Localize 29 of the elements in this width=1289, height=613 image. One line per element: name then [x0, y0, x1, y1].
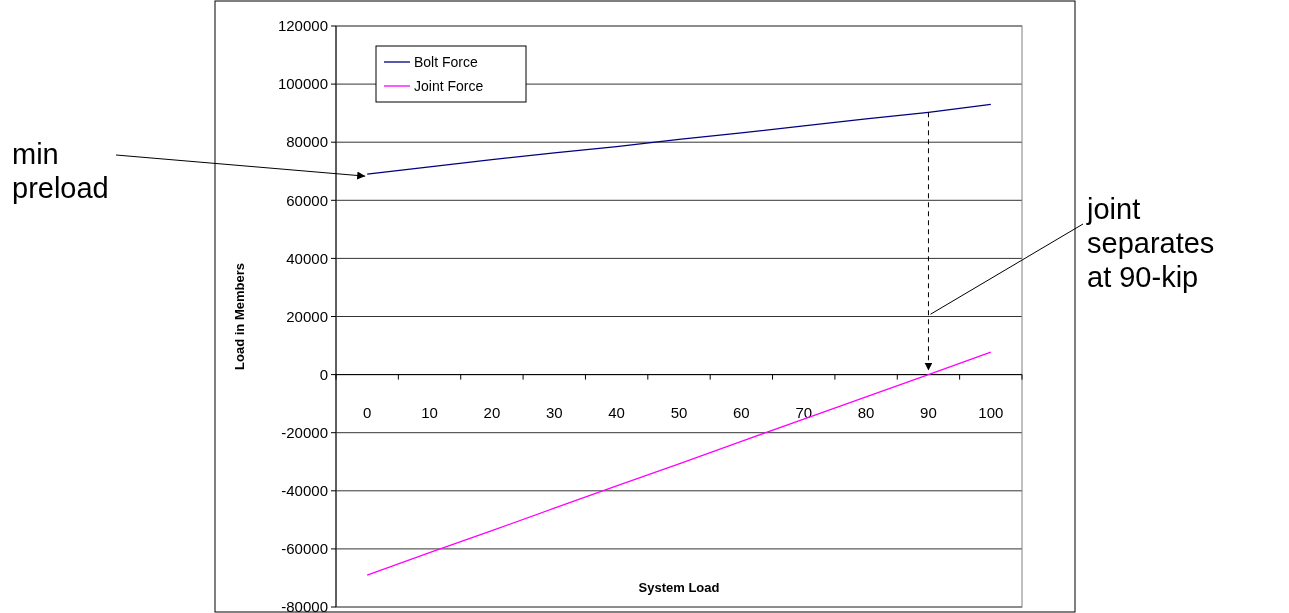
x-tick-label: 10: [421, 403, 438, 421]
y-axis-title: Load in Members: [232, 263, 247, 370]
x-axis-title: System Load: [638, 580, 720, 595]
x-tick-label: 50: [670, 403, 688, 421]
x-tick-label: 40: [608, 403, 625, 421]
y-tick-label: 20000: [286, 307, 328, 325]
annotation: min preload: [12, 138, 109, 204]
x-tick-label: 80: [857, 403, 875, 421]
x-tick-label: 30: [545, 403, 563, 421]
y-tick-label: 100000: [277, 75, 328, 93]
line-series: [366, 103, 992, 175]
x-tick-label: 70: [795, 403, 813, 421]
x-tick-label: 90: [920, 403, 937, 421]
y-tick-label: -60000: [281, 540, 328, 558]
y-tick-label: 40000: [286, 249, 328, 267]
text: joint separates at 90-kip: [1086, 193, 1215, 293]
legend-label: Bolt Force: [414, 53, 479, 70]
y-tick-label: 60000: [286, 191, 328, 209]
x-tick-label: 60: [733, 403, 750, 421]
y-tick-label: -20000: [281, 423, 328, 441]
x-tick-label: 20: [483, 403, 501, 421]
x-tick-label: 0: [363, 403, 372, 421]
y-tick-label: 0: [319, 365, 328, 383]
y-tick-label: -80000: [281, 598, 328, 613]
y-tick-label: 120000: [277, 17, 328, 35]
x-tick-label: 100: [978, 403, 1004, 421]
y-tick-label: 80000: [286, 133, 328, 151]
legend-label: Joint Force: [414, 77, 484, 94]
y-tick-label: -40000: [281, 482, 328, 500]
